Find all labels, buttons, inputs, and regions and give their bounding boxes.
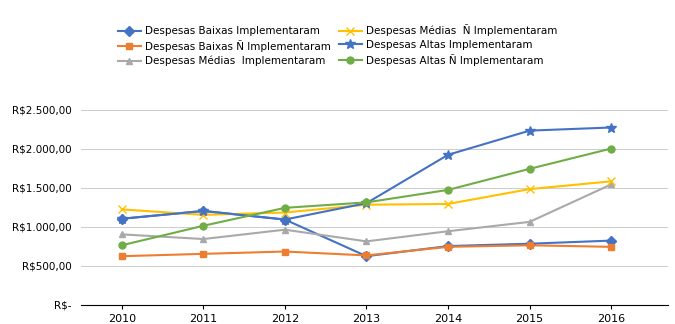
Legend: Despesas Baixas Implementaram, Despesas Baixas Ñ Implementaram, Despesas Médias : Despesas Baixas Implementaram, Despesas … <box>113 20 562 70</box>
